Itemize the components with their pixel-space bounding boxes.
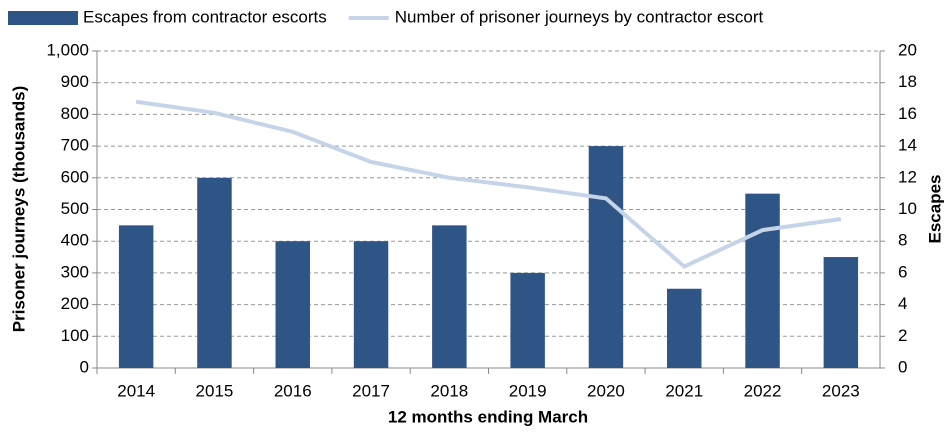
line xyxy=(135,99,842,269)
bar xyxy=(510,272,545,368)
legend-swatch xyxy=(8,11,78,25)
bar xyxy=(275,241,310,368)
y2-tick-label: 16 xyxy=(898,104,917,123)
x-tick-label: 2016 xyxy=(274,381,312,400)
bar xyxy=(745,193,780,368)
x-tick-label: 2022 xyxy=(744,381,782,400)
y-tick-label: 700 xyxy=(61,136,89,155)
y-tick-label: 1,000 xyxy=(46,40,89,59)
x-tick-label: 2020 xyxy=(587,381,625,400)
bar xyxy=(823,257,859,368)
y-axis-label: Prisoner journeys (thousands) xyxy=(9,86,28,333)
bar xyxy=(588,146,624,368)
y2-tick-label: 6 xyxy=(898,262,907,281)
y-tick-label: 800 xyxy=(61,104,89,123)
y-tick-label: 600 xyxy=(61,167,89,186)
bar xyxy=(197,177,232,368)
y-tick-label: 200 xyxy=(61,294,89,313)
y2-tick-label: 12 xyxy=(898,167,917,186)
bar xyxy=(353,241,389,368)
legend-label: Number of prisoner journeys by contracto… xyxy=(395,7,764,26)
y-tick-label: 500 xyxy=(61,199,89,218)
bar xyxy=(118,225,154,368)
y2-tick-label: 8 xyxy=(898,231,907,250)
y2-tick-label: 14 xyxy=(898,136,917,155)
x-axis-label: 12 months ending March xyxy=(388,407,588,426)
x-tick-label: 2018 xyxy=(430,381,468,400)
y-tick-label: 400 xyxy=(61,231,89,250)
x-tick-label: 2019 xyxy=(509,381,547,400)
y-tick-label: 100 xyxy=(61,326,89,345)
bar xyxy=(667,288,702,368)
bar xyxy=(432,225,467,368)
x-tick-label: 2015 xyxy=(196,381,234,400)
y2-tick-label: 2 xyxy=(898,326,907,345)
x-tick-label: 2017 xyxy=(352,381,390,400)
y2-tick-label: 10 xyxy=(898,199,917,218)
y2-axis-label: Escapes xyxy=(925,175,944,244)
y-tick-label: 300 xyxy=(61,262,89,281)
x-tick-label: 2014 xyxy=(117,381,155,400)
y2-tick-label: 0 xyxy=(898,357,907,376)
y-tick-label: 0 xyxy=(80,357,89,376)
y-tick-label: 900 xyxy=(61,72,89,91)
x-tick-label: 2021 xyxy=(665,381,703,400)
y2-tick-label: 20 xyxy=(898,40,917,59)
y2-tick-label: 4 xyxy=(898,294,907,313)
legend-label: Escapes from contractor escorts xyxy=(83,7,327,26)
y2-tick-label: 18 xyxy=(898,72,917,91)
x-tick-label: 2023 xyxy=(822,381,860,400)
